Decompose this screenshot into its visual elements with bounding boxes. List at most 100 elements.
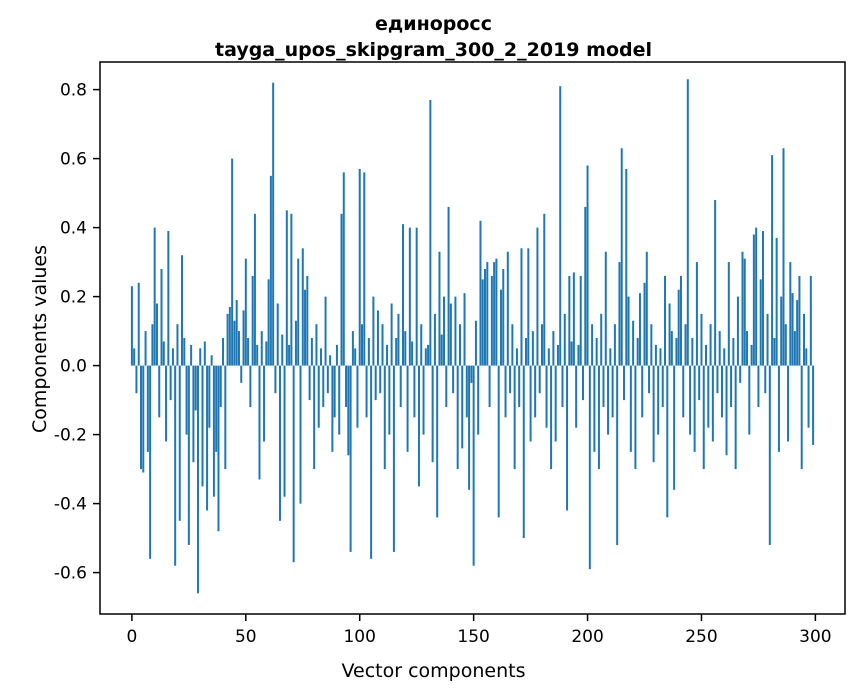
bar [178, 365, 181, 521]
bar [183, 338, 186, 366]
bar [572, 272, 575, 366]
bar [231, 158, 234, 366]
bar [666, 365, 669, 518]
bar [158, 365, 161, 418]
bar [625, 168, 628, 366]
y-tick-label: -0.4 [54, 495, 87, 515]
bar [297, 258, 300, 366]
bar [664, 275, 667, 366]
bar [613, 324, 616, 366]
bar [278, 365, 281, 521]
bar [185, 365, 188, 435]
chart-title-model: tayga_upos_skipgram_300_2_2019 model [215, 38, 652, 61]
bar [463, 293, 466, 366]
bar [563, 313, 566, 366]
bar [288, 344, 291, 366]
bar [386, 344, 389, 366]
bar [691, 338, 694, 366]
bar [736, 296, 739, 366]
bar [764, 365, 767, 394]
bar [322, 365, 325, 407]
y-tick-label: 0.2 [60, 288, 87, 308]
bar [176, 324, 179, 366]
bar [272, 82, 275, 366]
bar [258, 365, 261, 480]
bar [547, 348, 550, 366]
bar [260, 331, 263, 366]
bar [224, 365, 227, 470]
x-tick-label: 300 [799, 627, 831, 647]
bar [682, 365, 685, 418]
bar [522, 365, 525, 539]
bar [771, 155, 774, 366]
bar [411, 341, 414, 366]
bar [784, 324, 787, 366]
bar [620, 148, 623, 366]
bar [468, 365, 471, 490]
bar [597, 365, 600, 470]
bar [160, 269, 163, 366]
bar [746, 331, 749, 366]
bar [634, 365, 637, 470]
bar [540, 324, 543, 366]
chart-title: единоросс tayga_upos_skipgram_300_2_2019… [0, 12, 867, 63]
bar [203, 341, 206, 366]
bar [627, 296, 630, 366]
bar [331, 365, 334, 452]
bar [679, 275, 682, 366]
bar [281, 334, 284, 366]
bar [604, 251, 607, 366]
bar [190, 344, 193, 366]
bar [431, 365, 434, 463]
bar [477, 365, 480, 435]
bar [308, 365, 311, 401]
bar [716, 365, 719, 394]
x-tick-label: 100 [343, 627, 375, 647]
bar [151, 324, 154, 366]
bar [727, 262, 730, 366]
bar [554, 365, 557, 442]
bar [602, 365, 605, 407]
bar [495, 258, 498, 366]
bar [338, 365, 341, 435]
bar [582, 365, 584, 401]
bar [577, 344, 580, 366]
bar [306, 275, 309, 366]
y-tick-label: 0.6 [60, 150, 87, 170]
bar [201, 365, 204, 487]
bar [233, 320, 236, 366]
bar [670, 331, 673, 366]
bar [677, 289, 680, 366]
bar [354, 348, 357, 366]
bar [481, 279, 484, 366]
bar [415, 227, 418, 366]
bar [545, 365, 548, 428]
bar [251, 275, 254, 366]
bar [269, 175, 272, 366]
bar [623, 365, 626, 401]
y-tick-label: -0.2 [54, 426, 87, 446]
bar [705, 344, 708, 366]
bar [490, 275, 493, 366]
bar [556, 344, 559, 366]
bar [310, 338, 313, 366]
bar [395, 338, 398, 366]
bar [536, 227, 539, 366]
bar [445, 365, 448, 407]
bar [552, 331, 555, 366]
bar [174, 365, 177, 566]
bar [474, 320, 477, 366]
bar [570, 341, 573, 366]
bar [267, 279, 270, 366]
x-tick-label: 50 [235, 627, 257, 647]
bar [240, 365, 243, 383]
bar [591, 324, 594, 366]
chart-title-word: единоросс [375, 13, 492, 35]
bar [791, 293, 794, 366]
bar [317, 365, 320, 428]
bar [638, 293, 641, 366]
bar [812, 365, 815, 445]
bar [714, 200, 717, 366]
bar [586, 165, 589, 366]
